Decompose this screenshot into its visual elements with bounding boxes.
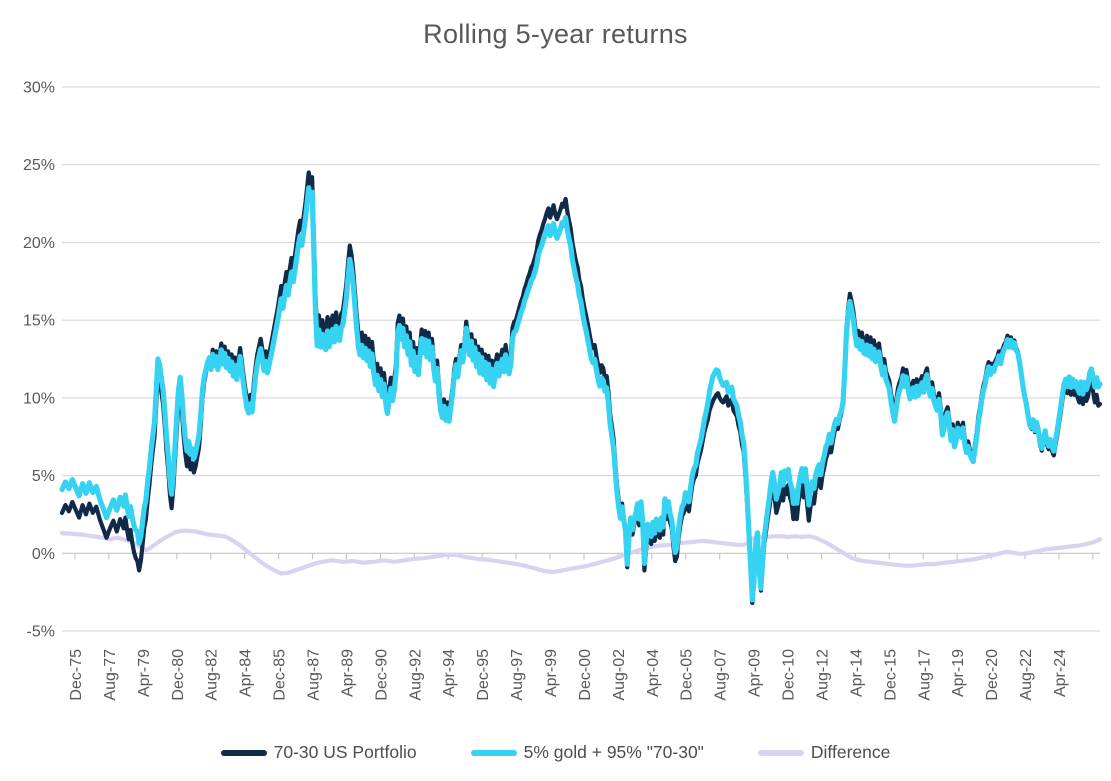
x-axis-label-Apr-14: Apr-14 xyxy=(848,649,865,697)
x-axis-label-Apr-84: Apr-84 xyxy=(238,649,255,697)
x-axis-label-Aug-87: Aug-87 xyxy=(306,649,323,701)
legend: 70-30 US Portfolio 5% gold + 95% "70-30"… xyxy=(0,742,1111,763)
x-axis-label-Aug-07: Aug-07 xyxy=(713,649,730,701)
series-line-gold-70-30 xyxy=(59,185,1103,603)
y-axis-label-30: 30% xyxy=(23,80,55,97)
x-axis-label-Dec-20: Dec-20 xyxy=(984,649,1001,701)
y-axis-label-15: 15% xyxy=(23,313,55,330)
x-axis-label-Dec-00: Dec-00 xyxy=(577,649,594,701)
legend-label-difference: Difference xyxy=(810,742,891,762)
x-axis-label-Apr-04: Apr-04 xyxy=(645,649,662,697)
x-axis-label-Apr-94: Apr-94 xyxy=(441,649,458,697)
x-axis-label-Apr-89: Apr-89 xyxy=(339,649,356,697)
legend-swatch-gold-70-30 xyxy=(470,749,517,756)
legend-item-70-30-portfolio: 70-30 US Portfolio xyxy=(220,742,417,763)
x-axis-label-Apr-79: Apr-79 xyxy=(136,649,153,697)
legend-swatch-70-30-portfolio xyxy=(220,749,267,756)
legend-label-gold-70-30: 5% gold + 95% "70-30" xyxy=(523,742,704,762)
x-axis-label-Aug-17: Aug-17 xyxy=(916,649,933,701)
x-axis-label-Dec-85: Dec-85 xyxy=(272,649,289,701)
x-axis-label-Apr-09: Apr-09 xyxy=(747,649,764,697)
legend-swatch-difference xyxy=(757,749,804,756)
legend-label-70-30-portfolio: 70-30 US Portfolio xyxy=(273,742,417,762)
x-axis-label-Apr-24: Apr-24 xyxy=(1052,649,1069,697)
x-axis-label-Aug-82: Aug-82 xyxy=(204,649,221,701)
x-axis-label-Dec-05: Dec-05 xyxy=(679,649,696,701)
x-axis-label-Aug-22: Aug-22 xyxy=(1018,649,1035,701)
x-axis-label-Dec-95: Dec-95 xyxy=(475,649,492,701)
series-line-70-30-portfolio xyxy=(59,170,1103,606)
x-axis-label-Dec-15: Dec-15 xyxy=(882,649,899,701)
y-axis-label--5: -5% xyxy=(27,624,55,641)
x-axis-label-Aug-77: Aug-77 xyxy=(102,649,119,701)
series-line-difference xyxy=(59,528,1103,576)
x-axis-label-Dec-80: Dec-80 xyxy=(170,649,187,701)
x-axis-label-Dec-10: Dec-10 xyxy=(781,649,798,701)
x-axis-label-Aug-02: Aug-02 xyxy=(611,649,628,701)
chart-title: Rolling 5-year returns xyxy=(423,19,688,49)
x-axis-label-Aug-92: Aug-92 xyxy=(407,649,424,701)
y-axis-label-10: 10% xyxy=(23,390,55,407)
x-axis-label-Aug-12: Aug-12 xyxy=(815,649,832,701)
x-axis-label-Aug-97: Aug-97 xyxy=(509,649,526,701)
x-axis-label-Apr-19: Apr-19 xyxy=(950,649,967,697)
legend-item-gold-70-30: 5% gold + 95% "70-30" xyxy=(470,742,704,763)
legend-item-difference: Difference xyxy=(757,742,891,763)
y-axis-label-20: 20% xyxy=(23,235,55,252)
y-axis-label-25: 25% xyxy=(23,157,55,174)
x-axis-label-Apr-99: Apr-99 xyxy=(543,649,560,697)
x-axis-label-Dec-90: Dec-90 xyxy=(373,649,390,701)
x-axis-label-Dec-75: Dec-75 xyxy=(68,649,85,701)
y-axis-label-0: 0% xyxy=(32,546,55,563)
y-axis-label-5: 5% xyxy=(32,468,55,485)
